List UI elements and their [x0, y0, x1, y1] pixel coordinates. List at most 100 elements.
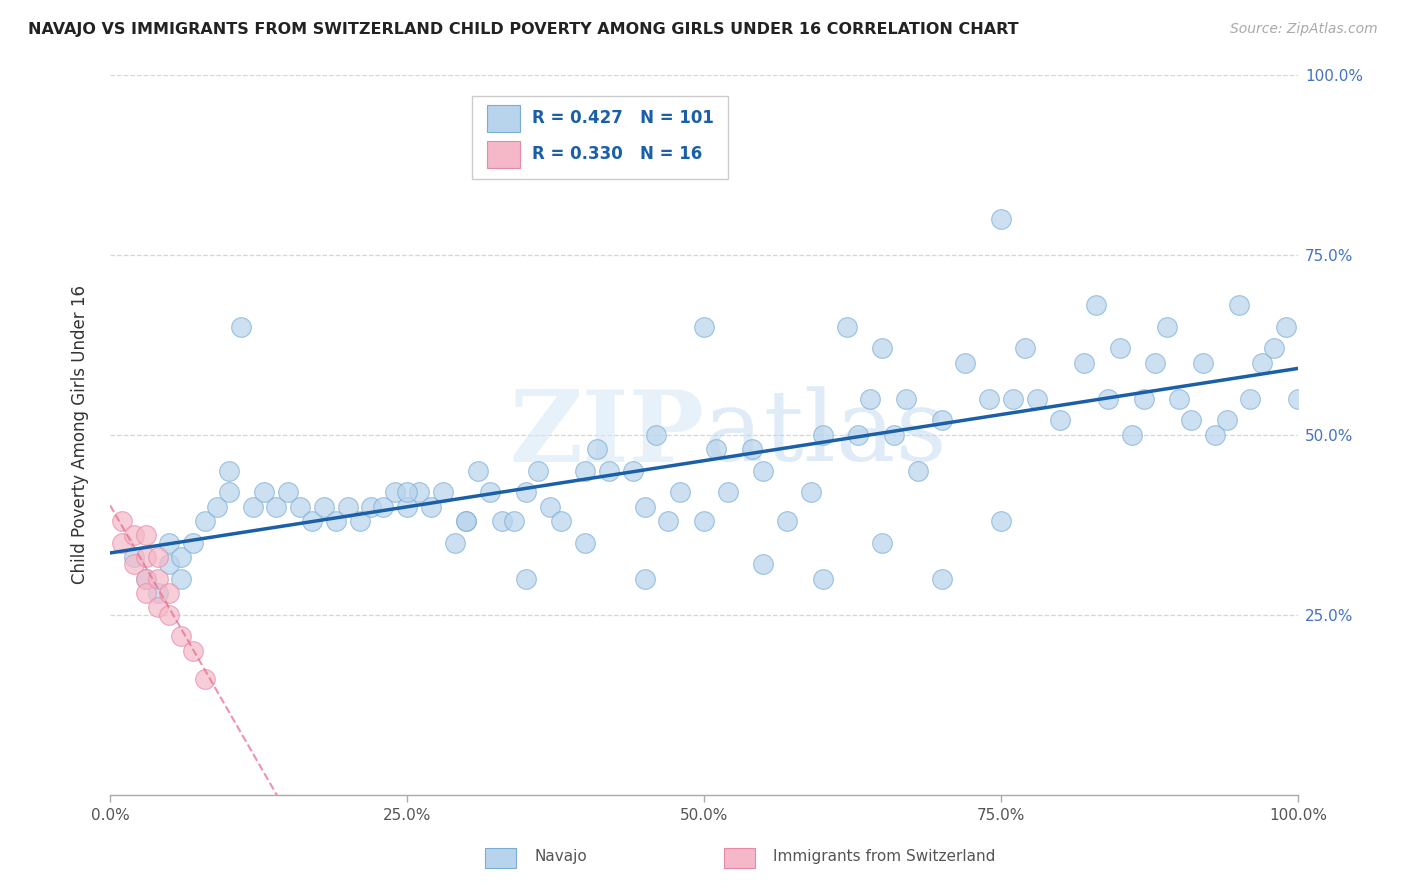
- Point: [170, 549, 193, 564]
- Point: [800, 485, 823, 500]
- Point: [288, 500, 311, 514]
- Point: [135, 528, 157, 542]
- Point: [1144, 355, 1167, 369]
- Point: [894, 392, 917, 406]
- Point: [159, 535, 181, 549]
- Point: [194, 673, 217, 687]
- Y-axis label: Child Poverty Among Girls Under 16: Child Poverty Among Girls Under 16: [72, 285, 89, 584]
- Point: [1001, 392, 1024, 406]
- Point: [443, 535, 465, 549]
- Point: [205, 500, 228, 514]
- Text: ZIP: ZIP: [509, 386, 704, 483]
- Point: [349, 514, 371, 528]
- Point: [1286, 392, 1309, 406]
- Point: [633, 500, 655, 514]
- Point: [870, 341, 893, 355]
- Point: [870, 535, 893, 549]
- Point: [181, 535, 204, 549]
- Point: [1168, 392, 1191, 406]
- Point: [1085, 298, 1108, 312]
- Text: R = 0.427   N = 101: R = 0.427 N = 101: [531, 110, 714, 128]
- Point: [111, 535, 134, 549]
- Point: [1275, 319, 1298, 334]
- Point: [1049, 413, 1071, 427]
- Point: [1192, 355, 1215, 369]
- Point: [122, 528, 145, 542]
- Point: [170, 572, 193, 586]
- Point: [396, 485, 419, 500]
- Point: [396, 500, 419, 514]
- Point: [1251, 355, 1274, 369]
- Point: [1132, 392, 1154, 406]
- Point: [325, 514, 347, 528]
- Point: [955, 355, 977, 369]
- Point: [669, 485, 692, 500]
- Point: [419, 500, 441, 514]
- Point: [146, 600, 169, 615]
- Point: [336, 500, 359, 514]
- Point: [526, 464, 548, 478]
- Point: [704, 442, 727, 456]
- Point: [135, 572, 157, 586]
- Point: [1215, 413, 1237, 427]
- Point: [360, 500, 382, 514]
- Point: [515, 485, 537, 500]
- Point: [931, 413, 953, 427]
- Point: [717, 485, 740, 500]
- Point: [1204, 427, 1226, 442]
- Point: [312, 500, 335, 514]
- Point: [1263, 341, 1285, 355]
- Bar: [486, 104, 520, 132]
- Point: [1014, 341, 1036, 355]
- Point: [990, 514, 1012, 528]
- Point: [621, 464, 644, 478]
- Point: [146, 572, 169, 586]
- Point: [538, 500, 561, 514]
- Point: [135, 572, 157, 586]
- Point: [159, 586, 181, 600]
- Point: [159, 607, 181, 622]
- Point: [479, 485, 502, 500]
- Point: [266, 500, 288, 514]
- Point: [170, 629, 193, 643]
- Point: [1239, 392, 1261, 406]
- Point: [1073, 355, 1095, 369]
- Text: atlas: atlas: [704, 386, 946, 483]
- Point: [135, 586, 157, 600]
- Point: [811, 427, 834, 442]
- Point: [146, 586, 169, 600]
- Point: [1180, 413, 1202, 427]
- Point: [633, 572, 655, 586]
- Point: [515, 572, 537, 586]
- Point: [242, 500, 264, 514]
- Point: [1025, 392, 1047, 406]
- Point: [574, 464, 596, 478]
- Point: [977, 392, 1000, 406]
- Point: [253, 485, 276, 500]
- Point: [550, 514, 572, 528]
- Point: [835, 319, 858, 334]
- FancyBboxPatch shape: [472, 96, 728, 179]
- Point: [432, 485, 454, 500]
- Point: [574, 535, 596, 549]
- Point: [301, 514, 323, 528]
- Point: [990, 211, 1012, 226]
- Point: [1227, 298, 1250, 312]
- Point: [693, 514, 716, 528]
- Point: [1108, 341, 1130, 355]
- Point: [741, 442, 763, 456]
- Point: [218, 485, 240, 500]
- Point: [456, 514, 478, 528]
- Point: [1121, 427, 1143, 442]
- Point: [931, 572, 953, 586]
- Point: [122, 549, 145, 564]
- Point: [859, 392, 882, 406]
- Point: [456, 514, 478, 528]
- Text: NAVAJO VS IMMIGRANTS FROM SWITZERLAND CHILD POVERTY AMONG GIRLS UNDER 16 CORRELA: NAVAJO VS IMMIGRANTS FROM SWITZERLAND CH…: [28, 22, 1019, 37]
- Point: [229, 319, 252, 334]
- Point: [1097, 392, 1119, 406]
- Point: [373, 500, 395, 514]
- Point: [384, 485, 406, 500]
- Point: [491, 514, 513, 528]
- Point: [645, 427, 668, 442]
